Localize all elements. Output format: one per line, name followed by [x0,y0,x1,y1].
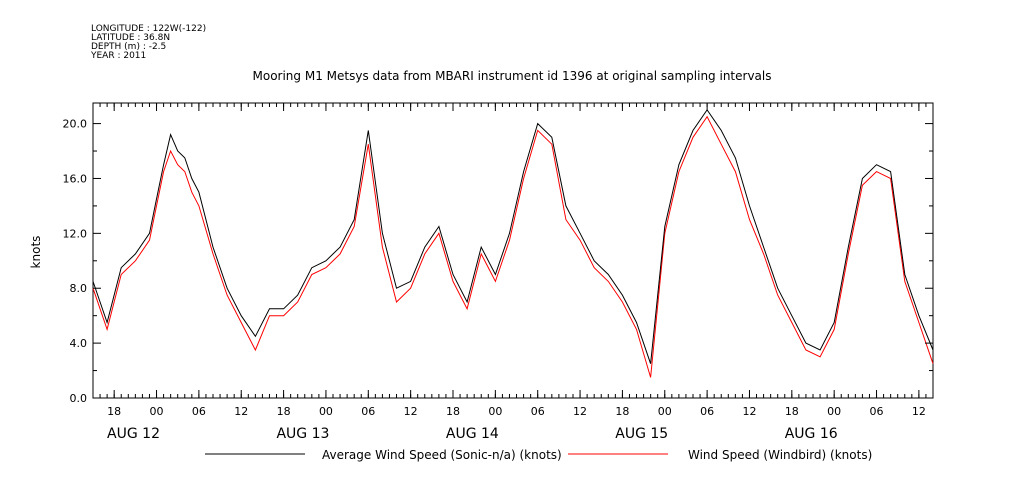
x-hour-label: 00 [827,405,841,418]
x-hour-label: 06 [531,405,545,418]
x-hour-label: 06 [192,405,206,418]
x-hour-label: 18 [107,405,121,418]
y-tick-label: 4.0 [70,337,88,350]
y-tick-label: 12.0 [63,227,88,240]
x-hour-label: 06 [870,405,884,418]
x-date-label: AUG 15 [615,426,668,442]
x-axis: 18 00 06 12 18 00 06 12 18 00 06 12 18 00 06 12 18 00 06 12… [92,103,934,442]
x-date-label: AUG 16 [785,426,838,442]
mooring-metadata: LONGITUDE : 122W(-122) LATITUDE : 36.8N … [90,24,206,61]
y-tick-label: 8.0 [70,282,88,295]
meta-year: YEAR : 2011 [90,51,146,61]
y-axis: 0.0 4.0 8.0 12.0 16.0 20.0 [63,118,933,405]
y-axis-label: knots [29,236,43,269]
x-hour-label: 00 [658,405,672,418]
y-tick-label: 16.0 [63,172,88,185]
y-tick-label: 20.0 [63,118,88,131]
chart-title: Mooring M1 Metsys data from MBARI instru… [253,69,772,83]
x-hour-label: 06 [700,405,714,418]
x-hour-label: 18 [785,405,799,418]
legend-label-average-wind-speed: Average Wind Speed (Sonic-n/a) (knots) [322,448,562,462]
x-hour-label: 12 [912,405,926,418]
meta-latitude: LATITUDE : 36.8N [91,33,170,43]
plot-frame [92,102,934,399]
x-hour-label: 12 [404,405,418,418]
x-hour-label: 00 [150,405,164,418]
meta-longitude: LONGITUDE : 122W(-122) [91,24,206,34]
series-line-average-wind-speed [92,109,934,364]
x-hour-label: 18 [615,405,629,418]
x-hour-label: 12 [234,405,248,418]
x-hour-label: 18 [277,405,291,418]
plot-area [92,102,934,399]
x-date-label: AUG 12 [107,426,160,442]
x-hour-label: 18 [446,405,460,418]
series-line-windbird-wind-speed [92,115,934,378]
legend: Average Wind Speed (Sonic-n/a) (knots) W… [205,448,872,462]
x-date-label: AUG 13 [276,426,329,442]
y-tick-label: 0.0 [70,392,88,405]
x-hour-label: 12 [742,405,756,418]
x-hour-label: 12 [573,405,587,418]
x-date-label: AUG 14 [446,426,499,442]
series-layer [92,109,934,378]
meta-depth: DEPTH (m) : -2.5 [91,42,166,52]
x-hour-label: 00 [488,405,502,418]
x-hour-label: 00 [319,405,333,418]
x-hour-label: 06 [361,405,375,418]
legend-label-windbird-wind-speed: Wind Speed (Windbird) (knots) [688,448,872,462]
